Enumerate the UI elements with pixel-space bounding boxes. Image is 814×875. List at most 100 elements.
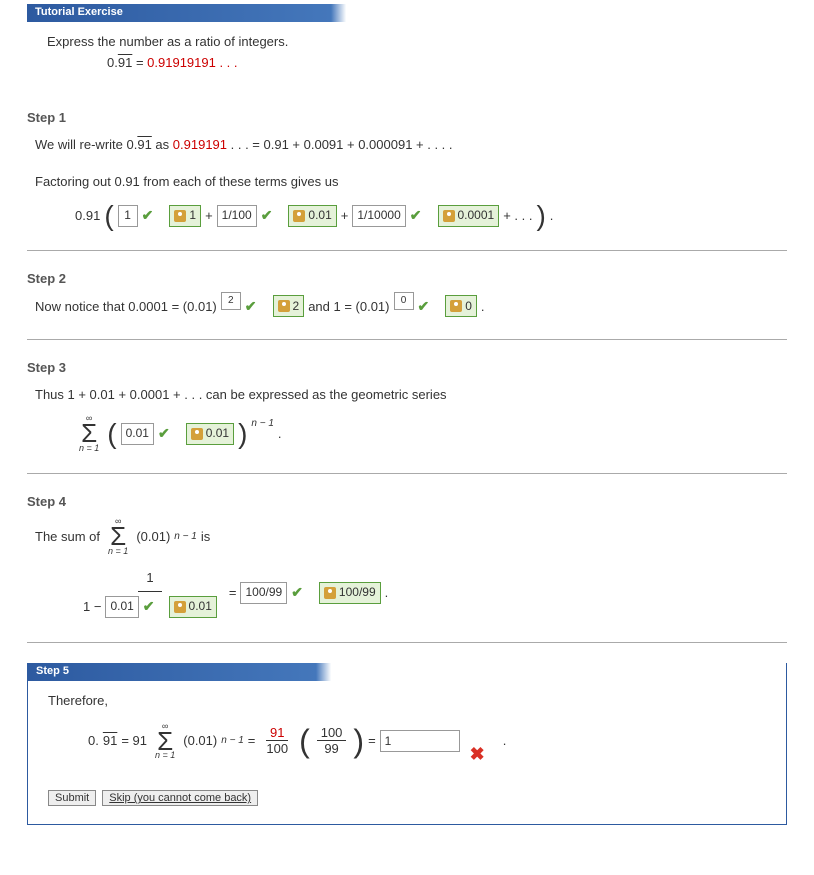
step1-expression: 0.91 ( 1 ✔ 1 + 1/100 ✔ 0.01 + 1/10000 ✔ …	[75, 202, 787, 230]
sigma-bot: n = 1	[108, 547, 128, 556]
step2-text-a: Now notice that 0.0001 = (0.01)	[35, 295, 217, 318]
separator	[27, 339, 787, 340]
check-icon: ✔	[142, 203, 154, 228]
step1-line1-over: 91	[137, 137, 151, 152]
step5-base: (0.01)	[183, 733, 217, 748]
step3-label: Step 3	[27, 360, 787, 375]
sigma-bot: n = 1	[79, 444, 99, 453]
step5-exp: n − 1	[221, 735, 244, 746]
step5-box: Step 5 Therefore, 0. 91 = 91 ∞ Σ n = 1 (0…	[27, 663, 787, 826]
intro-equation: 0.91 = 0.91919191 . . .	[47, 55, 767, 70]
intro-equals: =	[136, 55, 147, 70]
step3-hint1-text: 0.01	[206, 423, 229, 445]
step4-input-2[interactable]: 100/99	[240, 582, 287, 604]
step1-input-1[interactable]: 1	[118, 205, 138, 227]
step1-hint2-text: 0.01	[308, 205, 331, 227]
check-icon: ✔	[418, 294, 430, 319]
key-icon	[450, 300, 462, 312]
step1-line1b: as	[152, 137, 173, 152]
step5-eq2: =	[368, 733, 376, 748]
step1-hint-2[interactable]: 0.01	[288, 205, 336, 227]
step2-hint-2[interactable]: 0	[445, 295, 477, 317]
step1-input-3[interactable]: 1/10000	[352, 205, 405, 227]
step4-period: .	[385, 581, 389, 604]
step2-input-1[interactable]: 2	[221, 292, 241, 310]
lparen-icon: (	[107, 420, 116, 448]
step5-therefore: Therefore,	[48, 693, 766, 708]
step4-hint-1[interactable]: 0.01	[169, 596, 217, 618]
step1-label: Step 1	[27, 110, 787, 125]
sigma-icon: ∞ Σ n = 1	[155, 722, 175, 761]
step5-button-row: Submit Skip (you cannot come back)	[48, 790, 766, 806]
step5-content: Therefore, 0. 91 = 91 ∞ Σ n = 1 (0.01) n −…	[28, 681, 786, 807]
check-icon: ✔	[245, 294, 257, 319]
sigma-icon: ∞ Σ n = 1	[79, 414, 99, 453]
cross-icon: ✖	[470, 744, 485, 765]
step5-frac1: 91 100	[262, 725, 292, 756]
separator	[27, 473, 787, 474]
step1-input-2[interactable]: 1/100	[217, 205, 257, 227]
intro-lhs-overline: 91	[118, 55, 132, 70]
step5-period: .	[503, 733, 507, 748]
step1-line2: Factoring out 0.91 from each of these te…	[35, 170, 787, 193]
intro-lhs-prefix: 0.	[107, 55, 118, 70]
step5-frac1-den: 100	[262, 741, 292, 756]
step4-label: Step 4	[27, 494, 787, 509]
key-icon	[278, 300, 290, 312]
step5-input-1[interactable]: 1	[380, 730, 460, 752]
step1-line1c: . . . = 0.91 + 0.0091 + 0.000091 + . . .…	[227, 137, 453, 152]
step3-exp: n − 1	[251, 415, 274, 433]
skip-button[interactable]: Skip (you cannot come back)	[102, 790, 258, 806]
intro-rhs: 0.91919191 . . .	[147, 55, 237, 70]
step5-frac1-num: 91	[266, 725, 288, 741]
tutorial-header-title: Tutorial Exercise	[27, 4, 131, 20]
step5-frac2-num: 100	[317, 725, 347, 741]
step4-num: 1	[146, 566, 153, 589]
plus-text: +	[205, 204, 213, 227]
step5-header: Step 5	[28, 663, 786, 681]
lparen-icon: (	[104, 202, 113, 230]
step4-hint2-text: 100/99	[339, 582, 376, 604]
step1-hint-3[interactable]: 0.0001	[438, 205, 500, 227]
step3-hint-1[interactable]: 0.01	[186, 423, 234, 445]
step2-body: Now notice that 0.0001 = (0.01) 2 ✔ 2 an…	[27, 294, 787, 319]
step4-input-1[interactable]: 0.01	[105, 596, 138, 618]
separator	[27, 250, 787, 251]
step1-hint-1[interactable]: 1	[169, 205, 201, 227]
lparen-icon: (	[299, 725, 310, 757]
step3-body: Thus 1 + 0.01 + 0.0001 + . . . can be ex…	[27, 383, 787, 453]
step5-lhs-pre: 0.	[88, 733, 99, 748]
intro-prompt: Express the number as a ratio of integer…	[47, 34, 767, 49]
step2-label: Step 2	[27, 271, 787, 286]
step1-tail: + . . .	[503, 204, 532, 227]
key-icon	[293, 210, 305, 222]
plus-text: +	[341, 204, 349, 227]
rparen-icon: )	[536, 202, 545, 230]
key-icon	[443, 210, 455, 222]
step3-input-1[interactable]: 0.01	[121, 423, 154, 445]
submit-button[interactable]: Submit	[48, 790, 96, 806]
key-icon	[174, 601, 186, 613]
step4-fraction: 1 1 − 0.01 ✔ 0.01	[75, 564, 225, 622]
step3-period: .	[278, 422, 282, 445]
check-icon: ✔	[261, 203, 273, 228]
step5-lhs-over: 91	[103, 733, 117, 748]
step4-exp: n − 1	[174, 528, 197, 546]
step2-input-2[interactable]: 0	[394, 292, 414, 310]
step2-hint1-text: 2	[293, 296, 300, 318]
key-icon	[191, 428, 203, 440]
step4-den-a: 1 −	[83, 595, 101, 618]
step4-base: (0.01)	[136, 525, 170, 548]
step4-text-b: is	[201, 525, 210, 548]
step2-hint2-text: 0	[465, 296, 472, 318]
step1-body: We will re-write 0.91 as 0.919191 . . . …	[27, 133, 787, 230]
step1-hint1-text: 1	[189, 205, 196, 227]
period: .	[550, 204, 554, 227]
step5-frac2: 100 99	[317, 725, 347, 756]
step4-hint-2[interactable]: 100/99	[319, 582, 381, 604]
step2-hint-1[interactable]: 2	[273, 295, 305, 317]
check-icon: ✔	[143, 594, 155, 619]
step1-line1a: We will re-write 0.	[35, 137, 137, 152]
check-icon: ✔	[291, 580, 303, 605]
separator	[27, 642, 787, 643]
